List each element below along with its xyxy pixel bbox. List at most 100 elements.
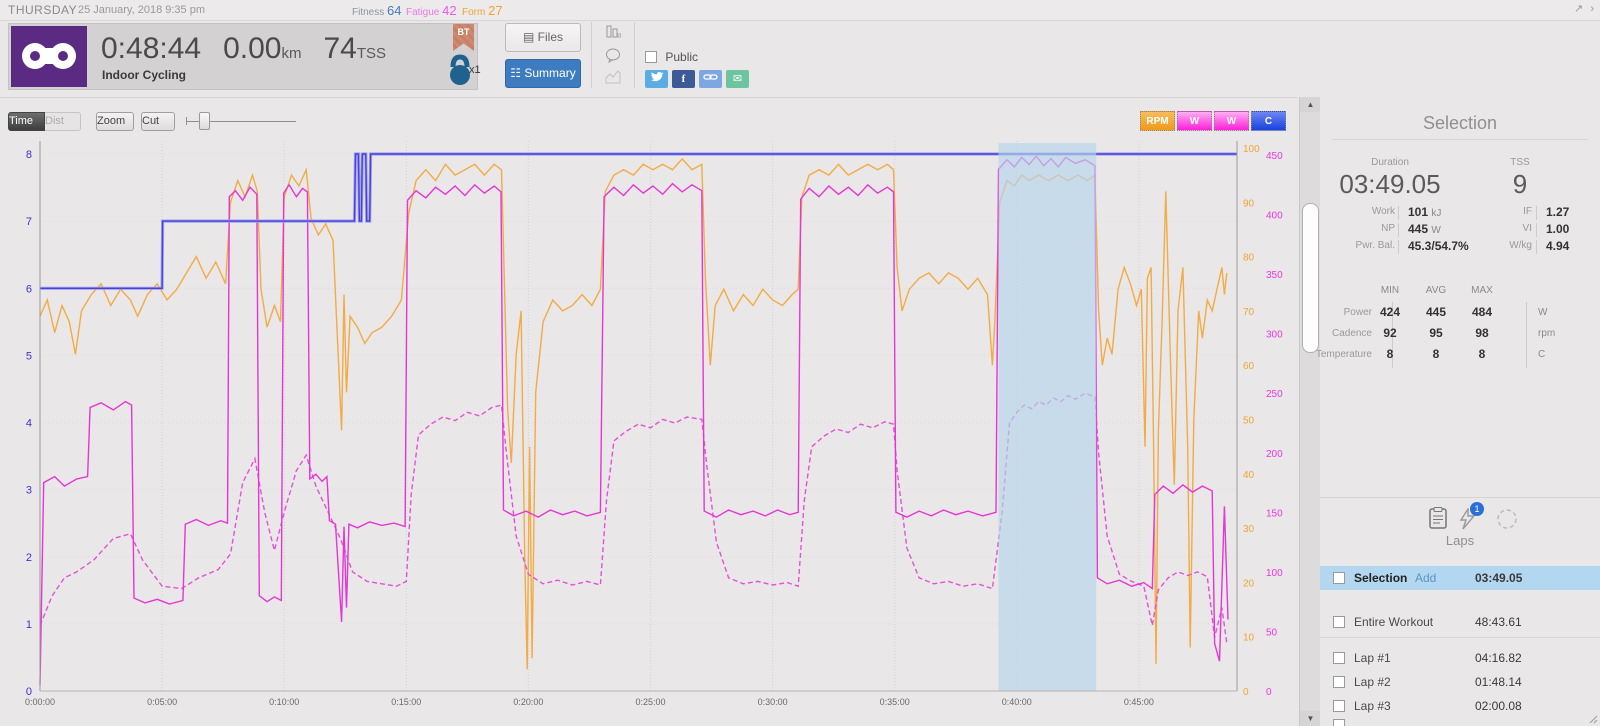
lap-row[interactable]: Lap #3 02:00.08	[1320, 694, 1600, 718]
smoothing-slider-track[interactable]	[186, 121, 296, 122]
lap-4-checkbox-cropped[interactable]	[1333, 719, 1345, 726]
public-checkbox[interactable]	[645, 51, 657, 63]
cut-button[interactable]: Cut	[141, 112, 175, 131]
divider	[1398, 240, 1399, 254]
tss-unit: TSS	[356, 45, 387, 62]
divider	[1536, 223, 1537, 237]
email-share-icon[interactable]: ✉	[726, 70, 749, 88]
avg-value: 95	[1429, 326, 1443, 340]
weekday-label: THURSDAY	[8, 3, 78, 17]
scrollbar-thumb[interactable]	[1302, 203, 1319, 353]
rpm-axis-tick: 40	[1243, 470, 1255, 481]
resize-handle-icon[interactable]	[1588, 714, 1598, 724]
lap-time: 02:00.08	[1475, 699, 1522, 713]
intervals-bolt-icon[interactable]	[1458, 506, 1478, 535]
indoor-cycling-icon	[11, 26, 87, 87]
stat-value: 101 kJ	[1408, 205, 1442, 219]
rpm-axis-tick: 100	[1243, 144, 1260, 155]
lap-row[interactable]: Lap #1 04:16.82	[1320, 646, 1600, 670]
fitness-value: 64	[387, 3, 402, 18]
divider	[1320, 497, 1600, 498]
dist-mode-button[interactable]: Dist	[45, 112, 81, 131]
divider	[1398, 206, 1399, 220]
lap-name: Lap #2	[1354, 675, 1391, 689]
chevron-right-icon[interactable]: ›	[1590, 3, 1594, 15]
unit-label: C	[1538, 349, 1546, 360]
divider	[1392, 302, 1393, 368]
duration-label: Duration	[1371, 157, 1409, 168]
lap-name: Lap #1	[1354, 651, 1391, 665]
scroll-down-arrow[interactable]: ▼	[1300, 711, 1321, 726]
temp-axis-tick: 6	[26, 283, 32, 295]
lap-row[interactable]: Lap #2 01:48.14	[1320, 670, 1600, 694]
cadence-line	[39, 157, 1228, 670]
rpm-axis-tick: 50	[1243, 416, 1255, 427]
fitness-label: Fitness	[352, 7, 385, 18]
form-label: Form	[462, 7, 486, 18]
summary-button[interactable]: ☷ Summary	[505, 59, 581, 88]
activity-title: Indoor Cycling	[102, 68, 186, 82]
bar-chart-icon[interactable]	[602, 24, 624, 44]
form-metric: Form 27	[462, 3, 503, 18]
watt-axis-tick: 300	[1266, 330, 1283, 341]
lap-row[interactable]: Selection Add 03:49.05	[1320, 566, 1600, 590]
laps-toolbar: 1	[1320, 502, 1600, 535]
lap-add-link[interactable]: Add	[1415, 571, 1437, 585]
lap-name: Selection	[1354, 571, 1408, 585]
workout-chart[interactable]: 0123456780102030405060708090100050100150…	[0, 98, 1297, 726]
lap-checkbox[interactable]	[1333, 676, 1345, 688]
watt-axis-tick: 400	[1266, 211, 1283, 222]
lap-checkbox[interactable]	[1333, 572, 1345, 584]
selection-sidebar: Selection Duration 03:49.05 TSS 9 Work 1…	[1316, 97, 1600, 726]
facebook-share-icon[interactable]: f	[672, 70, 695, 88]
tss-label: TSS	[1510, 157, 1530, 168]
temp-axis-tick: 8	[26, 149, 32, 161]
duration-value: 0:48:44	[101, 32, 202, 65]
max-value: 98	[1475, 326, 1489, 340]
time-mode-button[interactable]: Time	[8, 112, 45, 131]
circle-icon[interactable]	[1496, 508, 1518, 535]
divider	[1320, 637, 1600, 638]
activity-summary-card: 0:48:44 0.00km 74TSS Indoor Cycling BT x1	[8, 23, 481, 90]
minmax-row-label: Power	[1343, 307, 1372, 318]
legend-temp-toggle[interactable]: C	[1251, 111, 1286, 131]
divider	[1526, 302, 1527, 368]
scroll-up-arrow[interactable]: ▲	[1300, 97, 1321, 112]
lap-time: 48:43.61	[1475, 615, 1522, 629]
min-value: 92	[1383, 326, 1397, 340]
files-button[interactable]: ▤ Files	[505, 23, 581, 52]
temp-axis-tick: 1	[26, 619, 32, 631]
lap-row[interactable]: Entire Workout 48:43.61	[1320, 610, 1600, 634]
zoom-button[interactable]: Zoom	[96, 112, 134, 131]
legend-watts2-toggle[interactable]: W	[1214, 111, 1249, 131]
legend-rpm-toggle[interactable]: RPM	[1140, 111, 1175, 131]
rpm-axis-tick: 10	[1243, 633, 1255, 644]
lap-time: 03:49.05	[1475, 571, 1523, 585]
distance-unit: km	[281, 45, 302, 62]
activity-multiplier: x1	[469, 64, 481, 76]
stat-value: 1.27	[1546, 205, 1570, 219]
lap-checkbox[interactable]	[1333, 616, 1345, 628]
divider	[634, 22, 635, 88]
area-chart-icon[interactable]	[602, 70, 624, 90]
twitter-share-icon[interactable]	[645, 70, 668, 88]
x-axis-tick: 0:05:00	[147, 697, 177, 707]
legend-watts-toggle[interactable]: W	[1177, 111, 1212, 131]
sidebar-scrollbar[interactable]: ▲ ▼	[1299, 97, 1321, 726]
x-axis-tick: 0:40:00	[1002, 697, 1032, 707]
rpm-axis-tick: 90	[1243, 198, 1255, 209]
smoothing-slider-handle[interactable]	[199, 112, 210, 130]
temp-axis-tick: 5	[26, 350, 32, 362]
notes-icon[interactable]	[1428, 507, 1448, 534]
fitness-metric: Fitness 64	[352, 3, 401, 18]
link-share-icon[interactable]	[699, 70, 722, 88]
public-option: Public	[645, 50, 698, 64]
laps-section-label: Laps	[1445, 533, 1475, 548]
watt-axis-tick: 0	[1266, 687, 1272, 698]
comment-icon[interactable]	[602, 48, 624, 68]
lap-checkbox[interactable]	[1333, 652, 1345, 664]
min-value: 8	[1386, 347, 1394, 361]
expand-icon[interactable]: ↗	[1574, 3, 1584, 15]
lap-checkbox[interactable]	[1333, 700, 1345, 712]
